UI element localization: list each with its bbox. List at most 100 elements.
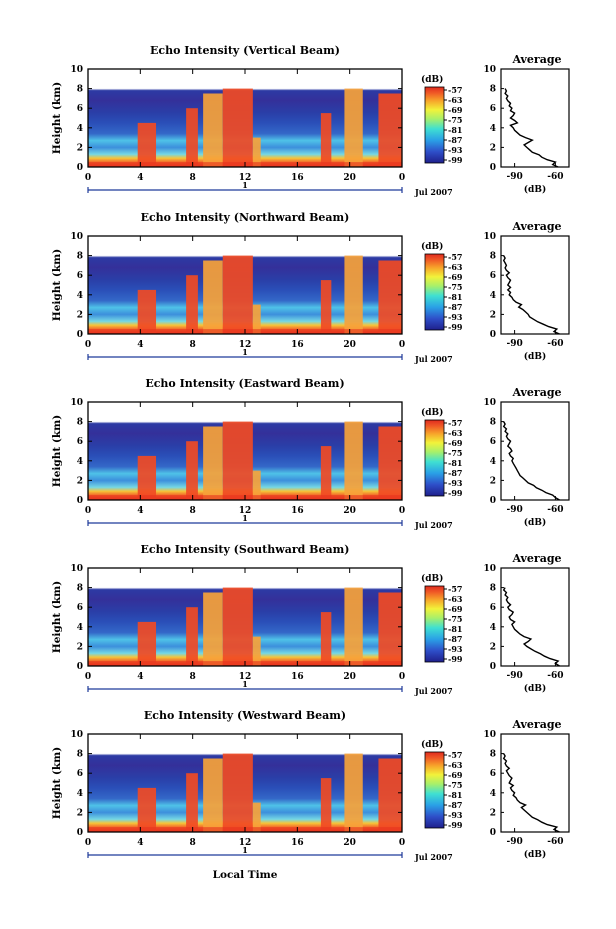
x-tick-label: 0 [399,838,405,848]
y-tick-label: 4 [77,291,83,301]
colorbar-tick-label: -93 [448,478,463,488]
panel-title: Echo Intensity (Northward Beam) [141,211,350,224]
profile-y-tick-label: 8 [490,584,496,594]
day-label: 1 [242,180,248,190]
profile-y-tick-label: 6 [490,603,496,613]
colorbar-tick-label: -99 [448,322,463,332]
colorbar-tick-label: -57 [448,252,462,262]
colorbar-tick-label: -57 [448,584,462,594]
profile-frame [500,235,570,335]
y-axis-label: Height (km) [51,747,63,819]
profile-x-label: (dB) [524,351,546,362]
profile-x-tick-label: -90 [506,505,522,515]
colorbar-tick-label: -75 [448,282,462,292]
x-tick-label: 4 [137,340,143,350]
x-tick-label: 16 [291,838,304,848]
y-tick-label: 4 [77,789,83,799]
x-tick-label: 20 [343,672,356,682]
colorbar-tick-label: -93 [448,145,463,155]
y-tick-label: 8 [77,418,83,428]
panel-title: Echo Intensity (Southward Beam) [141,543,350,556]
colorbar-tick-label: -63 [448,760,463,770]
profile-y-tick-label: 6 [490,271,496,281]
colorbar [424,751,445,829]
y-tick-label: 8 [77,85,83,95]
profile-title: Average [511,220,561,233]
colorbar-tick-label: -75 [448,448,462,458]
x-tick-label: 0 [399,672,405,682]
profile-x-tick-label: -60 [547,339,563,349]
colorbar [424,419,445,497]
y-tick-label: 10 [70,65,83,75]
x-tick-label: 0 [85,506,91,516]
y-tick-label: 2 [77,808,83,818]
panel-2: Echo Intensity (Northward Beam) 0 2 4 6 8 10 He… [51,211,570,364]
profile-y-tick-label: 0 [490,828,496,838]
profile-y-tick-label: 0 [490,330,496,340]
profile-x-tick-label: -60 [547,505,563,515]
colorbar [424,86,445,164]
colorbar-tick-label: -75 [448,115,462,125]
profile-x-tick-label: -90 [506,172,522,182]
day-label: 1 [242,845,248,855]
colorbar-tick-label: -57 [448,750,462,760]
profile-title: Average [511,552,561,565]
colorbar-unit: (dB) [421,74,443,85]
profile-x-tick-label: -90 [506,837,522,847]
x-tick-label: 16 [291,506,304,516]
y-axis-label: Height (km) [51,249,63,321]
y-tick-label: 6 [77,104,83,114]
x-tick-label: 0 [399,173,405,183]
x-tick-label: 8 [190,173,196,183]
profile-x-tick-label: -60 [547,172,563,182]
y-tick-label: 6 [77,271,83,281]
profile-frame [500,401,570,501]
colorbar-tick-label: -87 [448,302,462,312]
y-tick-label: 2 [77,310,83,320]
y-tick-label: 10 [70,232,83,242]
x-axis-label: Local Time [213,869,278,881]
y-axis-label: Height (km) [51,581,63,653]
x-tick-label: 16 [291,340,304,350]
profile-y-tick-label: 0 [490,496,496,506]
date-label: Jul 2007 [414,520,453,530]
colorbar-unit: (dB) [421,241,443,252]
profile-frame [500,733,570,833]
y-tick-label: 0 [77,662,83,672]
profile-y-tick-label: 10 [483,232,496,242]
y-tick-label: 8 [77,252,83,262]
x-tick-label: 0 [399,340,405,350]
x-tick-label: 0 [85,173,91,183]
y-tick-label: 10 [70,398,83,408]
colorbar [424,253,445,331]
y-tick-label: 8 [77,584,83,594]
average-profile-line [502,587,560,667]
day-label: 1 [242,513,248,523]
panel-title: Echo Intensity (Eastward Beam) [145,377,344,390]
x-tick-label: 8 [190,838,196,848]
y-axis-label: Height (km) [51,82,63,154]
x-tick-label: 12 [239,340,252,350]
date-label: Jul 2007 [414,686,453,696]
colorbar-tick-label: -99 [448,155,463,165]
profile-y-tick-label: 2 [490,642,496,652]
profile-x-tick-label: -90 [506,671,522,681]
colorbar-tick-label: -75 [448,780,462,790]
profile-title: Average [511,718,561,731]
x-tick-label: 20 [343,506,356,516]
x-tick-label: 12 [239,173,252,183]
x-tick-label: 8 [190,506,196,516]
profile-x-label: (dB) [524,683,546,694]
panel-title: Echo Intensity (Westward Beam) [144,709,346,722]
colorbar-tick-label: -57 [448,85,462,95]
date-label: Jul 2007 [414,354,453,364]
colorbar-tick-label: -75 [448,614,462,624]
x-tick-label: 20 [343,340,356,350]
profile-x-tick-label: -60 [547,671,563,681]
colorbar-tick-label: -81 [448,125,462,135]
x-tick-label: 4 [137,672,143,682]
panel-4: Echo Intensity (Southward Beam)0246810He… [51,543,570,696]
colorbar-tick-label: -87 [448,800,462,810]
x-tick-label: 12 [239,506,252,516]
